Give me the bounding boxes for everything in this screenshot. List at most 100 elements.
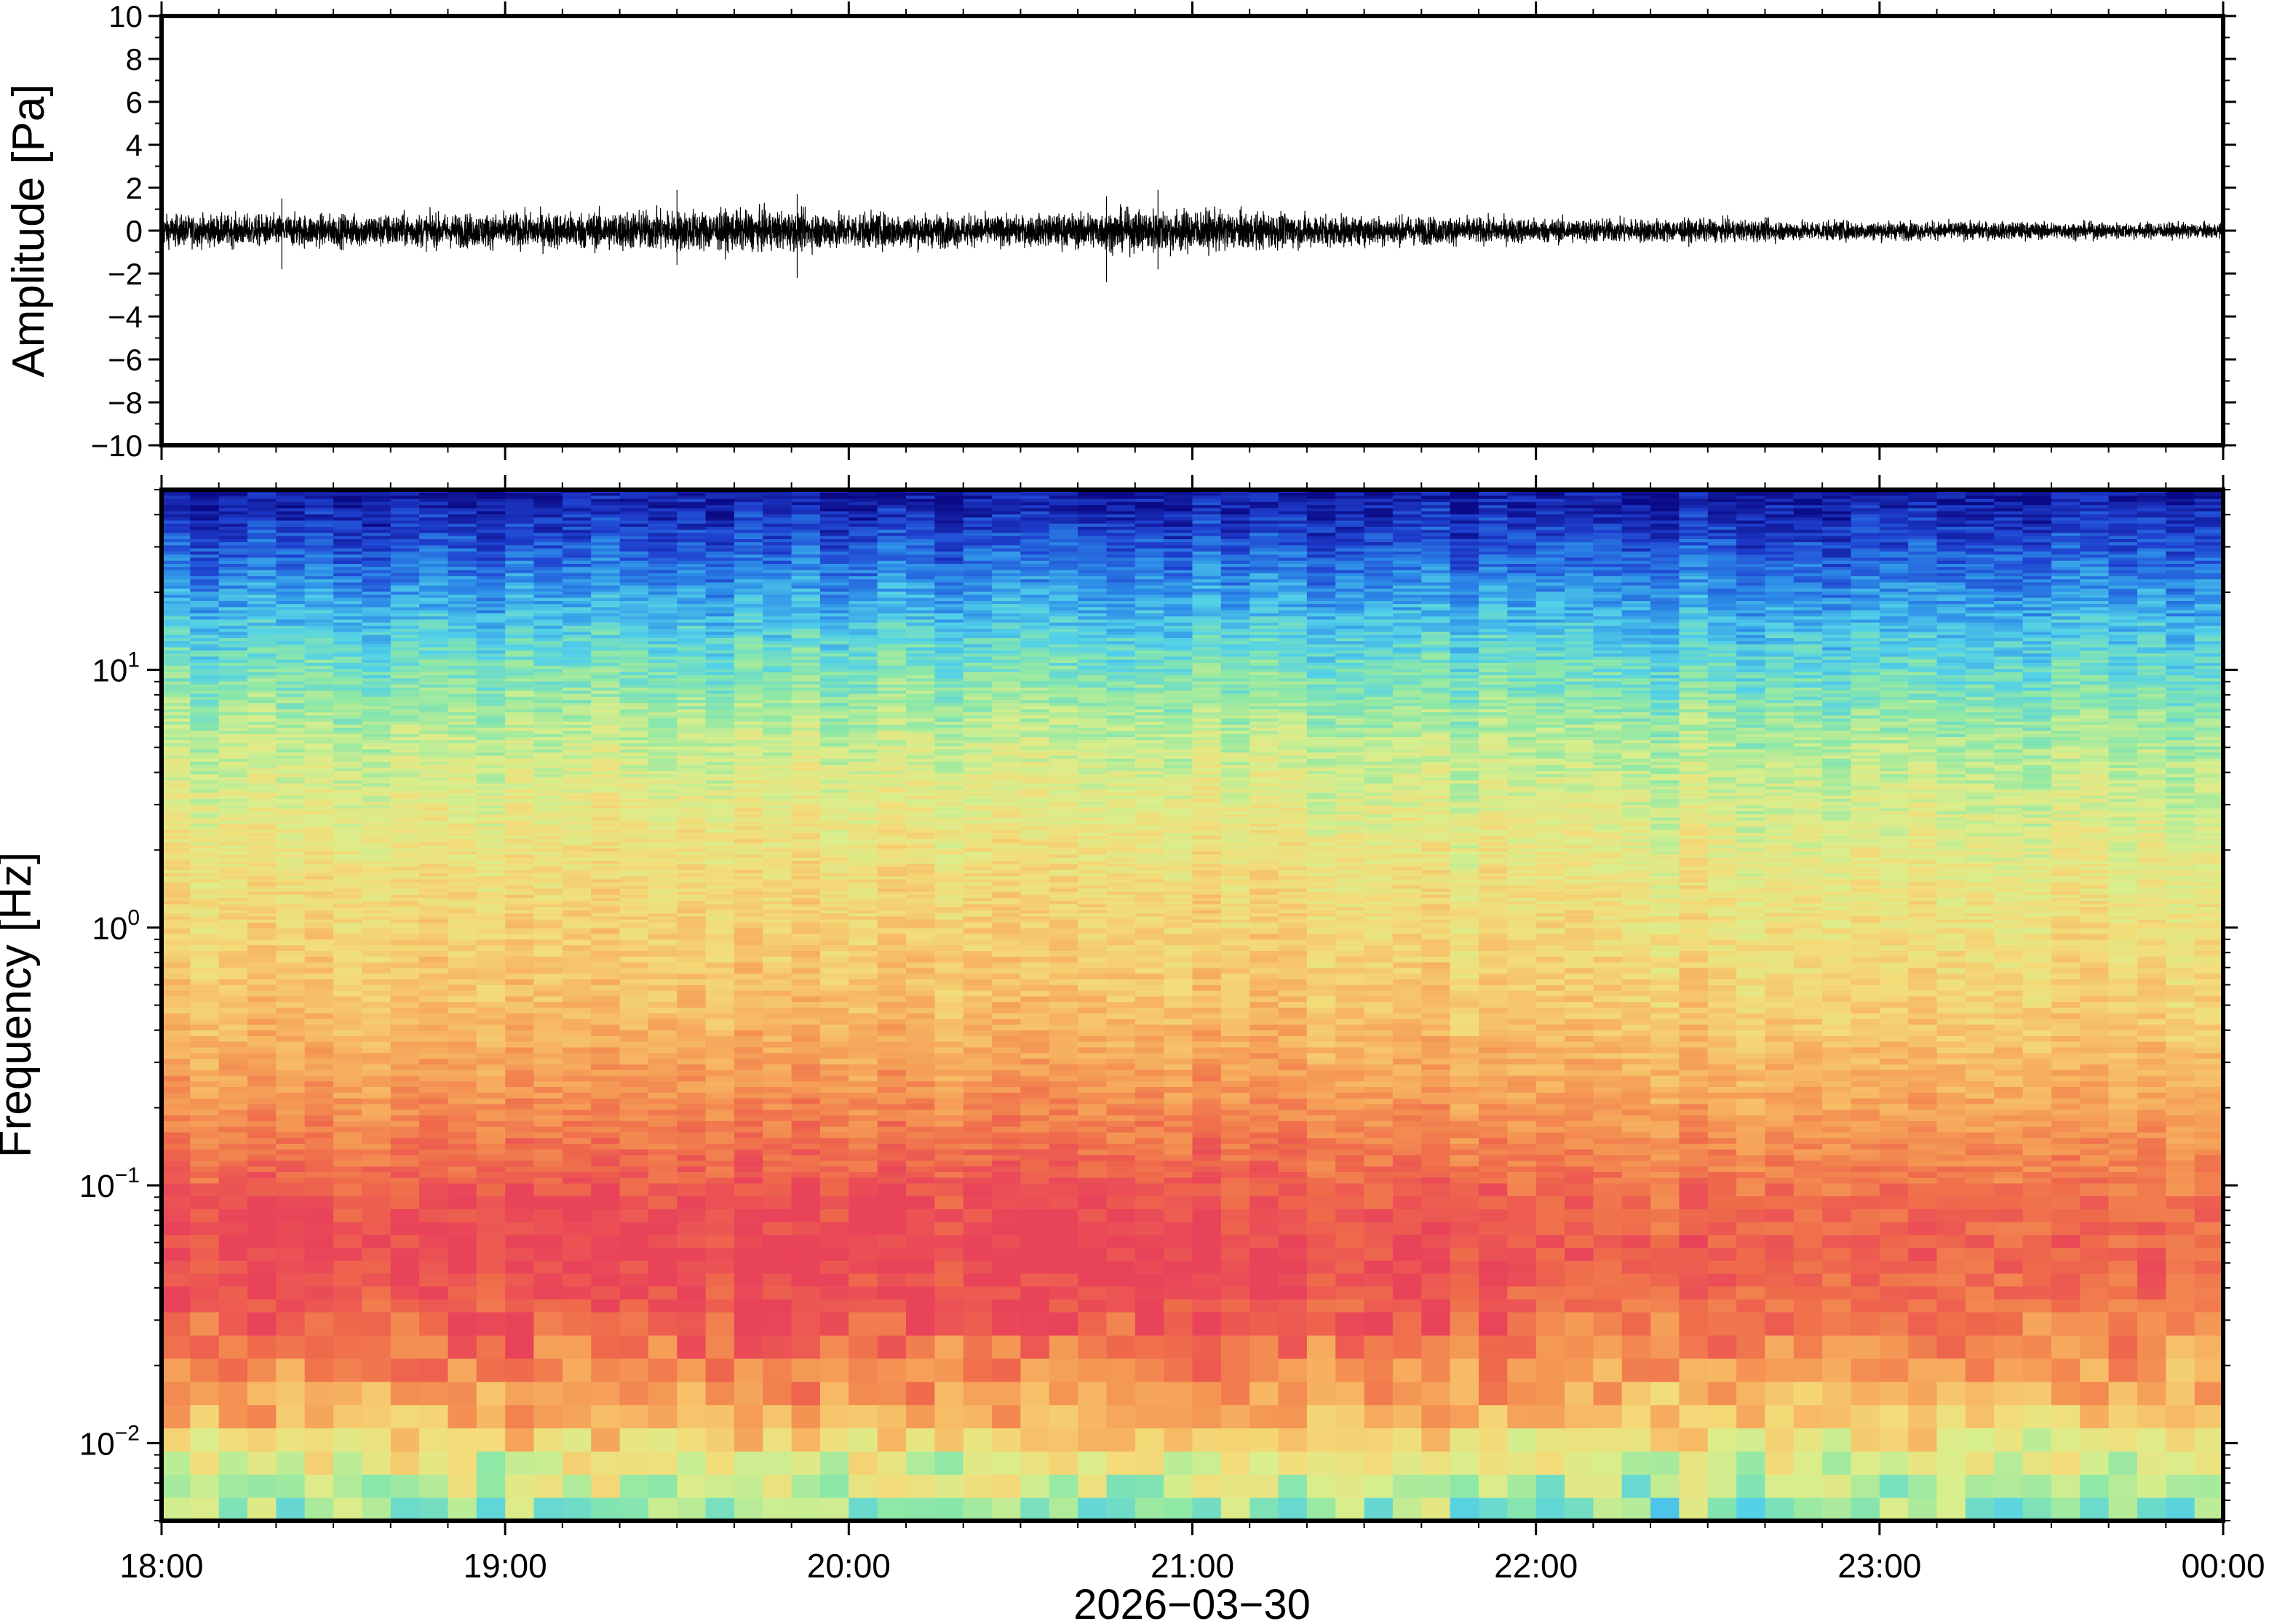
spectrogram-cell [419,690,448,694]
spectrogram-cell [276,811,306,815]
spectrogram-cell [648,680,677,685]
spectrogram-cell [304,727,334,731]
spectrogram-cell [476,573,506,576]
spectrogram-cell [304,1046,334,1054]
spectrogram-cell [705,625,735,629]
spectrogram-cell [390,1234,420,1249]
spectrogram-cell [390,1137,420,1144]
spectrogram-cell [619,950,649,957]
spectrogram-cell [763,529,792,533]
spectrogram-cell [505,789,535,793]
spectrogram-cell [162,1334,191,1359]
spectrogram-cell [276,680,306,685]
spectrogram-cell [591,979,621,985]
spectrogram-cell [763,1070,792,1076]
spectrogram-cell [190,517,220,521]
spectrogram-cell [734,724,763,728]
spectrogram-cell [705,1018,735,1025]
spectrogram-cell [276,979,306,985]
spectrogram-cell [849,1497,878,1521]
spectrogram-cell [333,789,362,793]
spectrogram-cell [247,922,277,928]
spectrogram-cell [648,1381,677,1406]
spectrogram-cell [190,919,220,923]
spectrogram-cell [448,749,477,753]
spectrogram-cell [190,907,220,911]
spectrogram-cell [390,1166,420,1172]
spectrogram-cell [476,1070,506,1076]
spectrogram-cell [849,922,878,928]
spectrogram-cell [276,746,306,749]
spectrogram-cell [333,504,362,509]
spectrogram-cell [247,563,277,568]
spectrogram-cell [533,835,563,840]
spectrogram-cell [677,557,707,561]
spectrogram-cell [162,1171,191,1178]
spectrogram-cell [562,1273,592,1287]
spectrogram-cell [533,979,563,985]
spectrogram-cell [533,1035,563,1042]
spectrogram-cell [247,538,277,543]
spectrogram-cell [619,610,649,613]
spectrogram-cell [677,634,707,638]
spectrogram-cell [677,606,707,610]
spectrogram-cell [619,702,649,706]
spectrogram-cell [333,715,362,719]
spectrogram-cell [677,730,707,734]
spectrogram-cell [419,730,448,734]
spectrogram-cell [362,606,392,610]
spectrogram-cell [448,1497,477,1521]
spectrogram-cell [619,1166,649,1172]
spectrogram-cell [533,885,563,889]
spectrogram-cell [677,702,707,706]
spectrogram-cell [591,709,621,712]
spectrogram-cell [619,841,649,845]
spectrogram-cell [820,523,849,527]
spectrogram-cell [533,672,563,675]
spectrogram-cell [705,1030,735,1036]
spectrogram-cell [162,950,191,957]
spectrogram-cell [705,588,735,592]
spectrogram-cell [276,576,306,580]
spectrogram-cell [648,523,677,527]
spectrogram-cell [562,900,592,904]
spectrogram-cell [562,915,592,920]
spectrogram-cell [448,1058,477,1064]
spectrogram-cell [648,1222,677,1235]
spectrogram-cell [533,860,563,864]
spectrogram-cell [677,755,707,759]
spectrogram-cell [619,1109,649,1115]
spectrogram-cell [763,1299,792,1313]
spectrogram-cell [791,979,821,985]
spectrogram-cell [162,554,191,558]
spectrogram-cell [505,690,535,694]
spectrogram-cell [304,841,334,845]
spectrogram-cell [419,1030,448,1036]
spectrogram-cell [419,832,448,837]
spectrogram-cell [218,1222,248,1235]
spectrogram-cell [362,816,392,821]
spectrogram-cell [763,653,792,657]
spectrogram-cell [190,1030,220,1036]
spectrogram-cell [190,1064,220,1070]
spectrogram-cell [791,724,821,728]
spectrogram-cell [591,990,621,997]
spectrogram-cell [362,771,392,774]
spectrogram-cell [705,875,735,880]
spectrogram-cell [820,610,849,613]
spectrogram-cell [333,749,362,753]
spectrogram-cell [390,659,420,663]
spectrogram-cell [247,875,277,880]
spectrogram-cell [677,823,707,827]
spectrogram-cell [333,771,362,774]
spectrogram-cell [218,950,248,957]
spectrogram-cell [677,1103,707,1110]
spectrogram-cell [619,761,649,765]
spectrogram-cell [162,1103,191,1110]
spectrogram-cell [705,1149,735,1155]
spectrogram-cell [591,715,621,719]
spectrogram-cell [276,944,306,951]
spectrogram-cell [562,1115,592,1121]
spectrogram-cell [419,699,448,704]
spectrogram-cell [333,1103,362,1110]
